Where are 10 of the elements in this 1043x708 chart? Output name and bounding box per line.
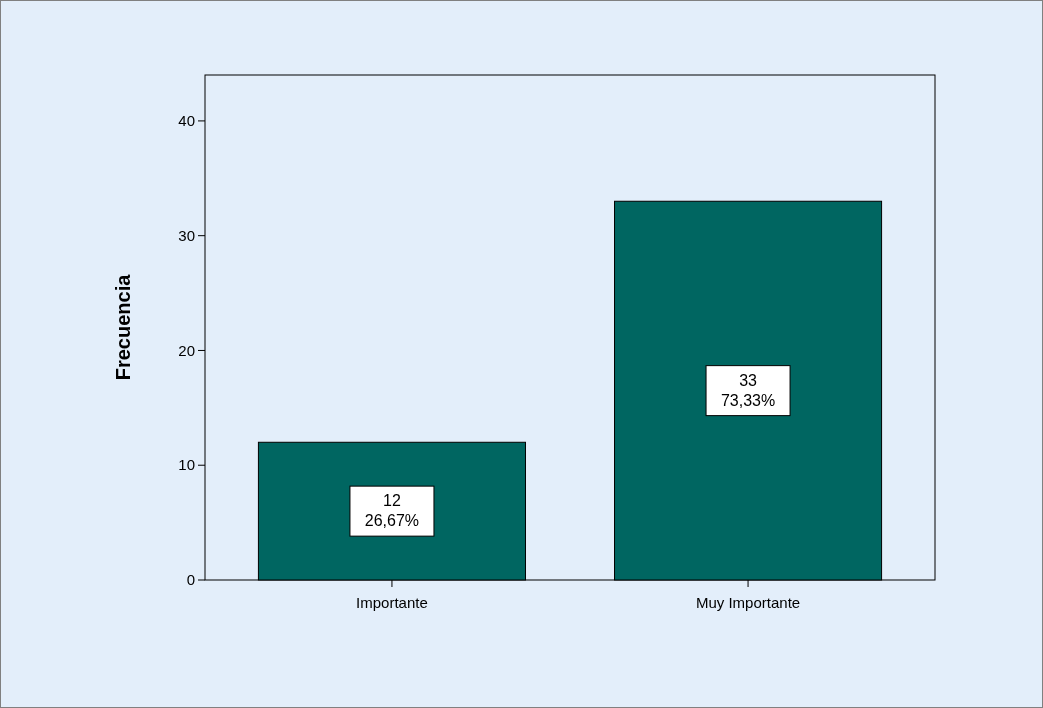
data-label: 12 26,67% bbox=[364, 492, 420, 530]
x-tick-label: Muy Importante bbox=[695, 594, 801, 611]
y-tick-label: 10 bbox=[178, 456, 195, 474]
y-tick-label: 30 bbox=[178, 226, 195, 244]
y-tick-label: 20 bbox=[178, 341, 195, 359]
y-axis-title: Frecuencia bbox=[112, 273, 134, 381]
x-tick-label: Importante bbox=[356, 594, 428, 611]
y-tick-label: 0 bbox=[186, 571, 195, 589]
data-label: 33 73,33% bbox=[720, 371, 776, 409]
y-tick-label: 40 bbox=[178, 112, 195, 130]
